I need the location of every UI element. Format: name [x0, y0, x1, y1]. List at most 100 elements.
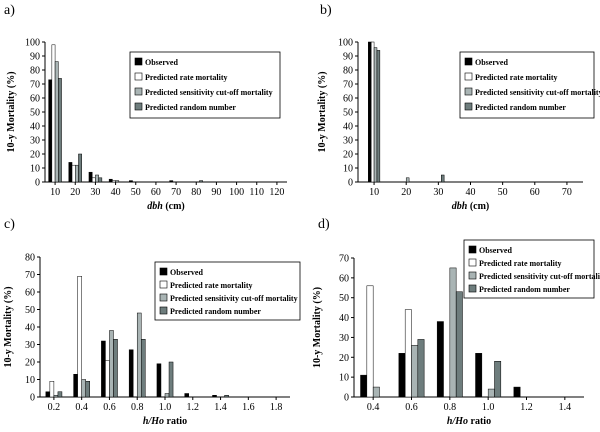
bar [370, 41, 375, 183]
x-tick-label: 110 [249, 187, 264, 198]
legend-swatch [468, 258, 477, 267]
bar [405, 177, 410, 183]
y-tick-label: 80 [343, 66, 353, 77]
bar [360, 374, 368, 398]
legend-swatch [134, 102, 143, 111]
x-tick-label: 0.4 [367, 402, 380, 413]
bar [184, 393, 190, 398]
x-tick-label: 1.2 [187, 402, 200, 413]
legend-box [459, 51, 595, 119]
x-axis-title: h/Ho ratio [143, 416, 187, 427]
x-tick-label: 80 [191, 187, 201, 198]
y-tick-label: 60 [30, 94, 40, 105]
y-axis-title: 10-y Mortality (%) [312, 287, 323, 368]
y-axis-title: 10-y Mortality (%) [6, 71, 17, 152]
chart-panel-1: b) 0 10 20 30 40 50 60 70 80 90 100 10 20 30 40 50 60 70 10… [317, 3, 600, 212]
bar [109, 330, 114, 398]
legend-label: Predicted rate mortality [475, 73, 557, 82]
y-tick-label: 50 [25, 305, 35, 316]
bar [169, 180, 174, 183]
x-tick-label: 30 [90, 187, 100, 198]
bar [81, 379, 86, 398]
y-tick-label: 0 [344, 393, 349, 404]
legend-swatch [159, 267, 168, 276]
y-tick-label: 0 [30, 393, 35, 404]
y-tick-label: 0 [35, 178, 40, 189]
legend-box [154, 261, 301, 321]
legend-swatch [464, 72, 473, 81]
bar [398, 353, 406, 398]
bar [88, 171, 93, 183]
y-tick-label: 70 [30, 80, 40, 91]
y-tick-label: 60 [343, 94, 353, 105]
bar [128, 349, 134, 398]
x-tick-label: 70 [171, 187, 181, 198]
panel-letter: d) [318, 217, 330, 232]
x-tick-label: 1.4 [559, 402, 572, 413]
x-tick-label: 100 [229, 187, 244, 198]
bar [487, 388, 495, 398]
bar [136, 312, 142, 398]
bar [436, 321, 444, 398]
bar [77, 276, 82, 398]
chart-panel-2: c) 0 10 20 30 40 50 60 70 80 0.2 0.4 0.6 0.8 1.0 1.2 1.4… [3, 217, 301, 427]
bar [113, 339, 118, 398]
legend-box [129, 51, 281, 119]
legend-label: Predicted random number [475, 103, 566, 112]
panel-letter: b) [320, 3, 332, 18]
legend-box [463, 239, 595, 299]
x-tick-label: 1.2 [520, 402, 533, 413]
y-tick-label: 50 [343, 108, 353, 119]
bar [212, 395, 217, 398]
y-tick-label: 20 [30, 150, 40, 161]
bar [475, 353, 483, 398]
legend-label: Predicted rate mortality [170, 281, 252, 290]
x-tick-label: 10 [369, 187, 379, 198]
x-tick-label: 1.0 [159, 402, 172, 413]
bar [368, 41, 372, 183]
y-tick-label: 70 [25, 270, 35, 281]
legend-label: Predicted random number [170, 307, 261, 316]
bar [73, 374, 78, 398]
y-tick-label: 40 [339, 313, 349, 324]
x-tick-label: 10 [50, 187, 60, 198]
y-tick-label: 30 [339, 333, 349, 344]
x-tick-label: 60 [151, 187, 161, 198]
legend-swatch [134, 87, 143, 96]
x-tick-label: 30 [433, 187, 443, 198]
bar [78, 153, 82, 183]
bar [101, 340, 106, 398]
y-axis-title: 10-y Mortality (%) [3, 286, 14, 367]
y-axis-title: 10-y Mortality (%) [317, 71, 328, 152]
y-tick-label: 10 [343, 164, 353, 175]
bar [57, 391, 63, 398]
bar [441, 174, 445, 183]
legend-label: Predicted rate mortality [479, 259, 561, 268]
y-tick-label: 70 [343, 80, 353, 91]
bar [48, 79, 53, 183]
legend-label: Observed [475, 58, 508, 67]
x-tick-label: 1.8 [270, 402, 283, 413]
legend-swatch [464, 57, 473, 66]
y-tick-label: 100 [25, 38, 40, 49]
legend-swatch [464, 87, 473, 96]
y-tick-label: 20 [25, 358, 35, 369]
y-tick-label: 50 [339, 293, 349, 304]
y-tick-label: 40 [343, 122, 353, 133]
bar [449, 267, 457, 398]
bar [85, 381, 90, 398]
legend-swatch [159, 306, 168, 315]
bar [71, 164, 76, 183]
bar [91, 177, 96, 183]
bar [417, 339, 425, 398]
bar [366, 285, 374, 398]
legend-swatch [464, 102, 473, 111]
y-tick-label: 80 [25, 253, 35, 264]
bar [45, 391, 51, 398]
x-tick-label: 70 [562, 187, 572, 198]
bar [373, 47, 378, 183]
chart-panel-3: d) 0 10 20 30 40 50 60 70 0.4 0.6 0.8 1.0 1.2 1.4 10-y … [312, 217, 600, 427]
x-tick-label: 0.4 [75, 402, 88, 413]
x-tick-label: 50 [131, 187, 141, 198]
